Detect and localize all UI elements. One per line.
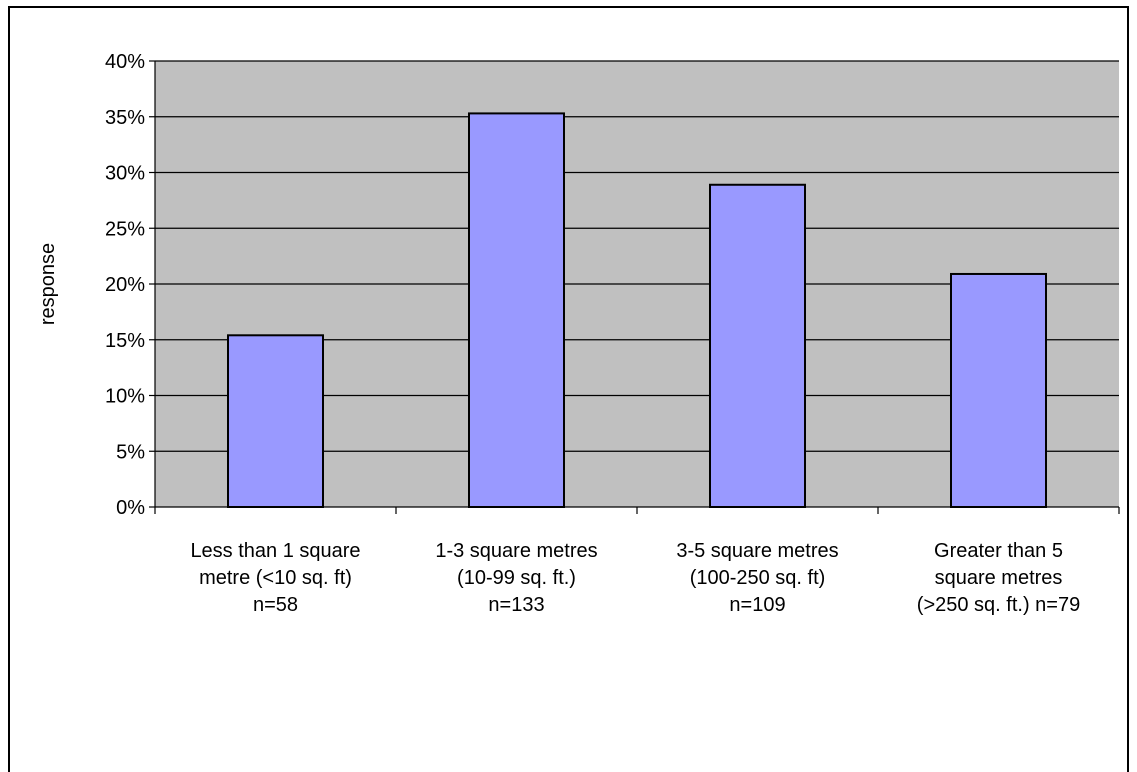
x-category-label: Less than 1 square metre (<10 sq. ft) n=58 [190, 540, 360, 616]
y-axis: 0% 5% 10% 15% 20% 25% 30% 35% 40% [105, 51, 156, 519]
y-tick-label: 20% [105, 274, 145, 296]
bar [709, 183, 806, 508]
x-category-label-line: n=133 [488, 594, 544, 616]
chart-frame [8, 6, 1129, 772]
bar [950, 272, 1047, 508]
y-tick-label: 30% [105, 163, 145, 185]
x-category-label: Greater than 5 square metres (>250 sq. ft.… [917, 540, 1080, 616]
x-category-label-line: Less than 1 square [190, 540, 360, 562]
x-category-label-line: (>250 sq. ft.) n=79 [917, 594, 1080, 616]
y-tick-label: 40% [105, 51, 145, 73]
y-axis-title: response [37, 243, 59, 325]
bars [227, 112, 1047, 509]
y-tick-label: 5% [116, 441, 145, 463]
x-category-label-line: square metres [935, 567, 1063, 589]
x-category-label-line: metre (<10 sq. ft) [199, 567, 352, 589]
x-category-label-line: Greater than 5 [934, 540, 1063, 562]
x-category-label-line: 3-5 square metres [676, 540, 838, 562]
x-category-label: 1-3 square metres (10-99 sq. ft.) n=133 [435, 540, 597, 616]
x-category-label-line: (10-99 sq. ft.) [457, 567, 576, 589]
x-category-label: 3-5 square metres (100-250 sq. ft) n=109 [676, 540, 838, 616]
bar [468, 112, 565, 508]
y-tick-label: 35% [105, 107, 145, 129]
x-category-label-line: 1-3 square metres [435, 540, 597, 562]
x-category-label-line: (100-250 sq. ft) [690, 567, 826, 589]
y-tick-label: 15% [105, 330, 145, 352]
x-axis: Less than 1 square metre (<10 sq. ft) n=58… [154, 506, 1120, 616]
bar [227, 334, 324, 509]
x-category-label-line: n=109 [729, 594, 785, 616]
y-tick-label: 25% [105, 218, 145, 240]
x-category-label-line: n=58 [253, 594, 298, 616]
y-tick-label: 0% [116, 497, 145, 519]
y-tick-label: 10% [105, 386, 145, 408]
